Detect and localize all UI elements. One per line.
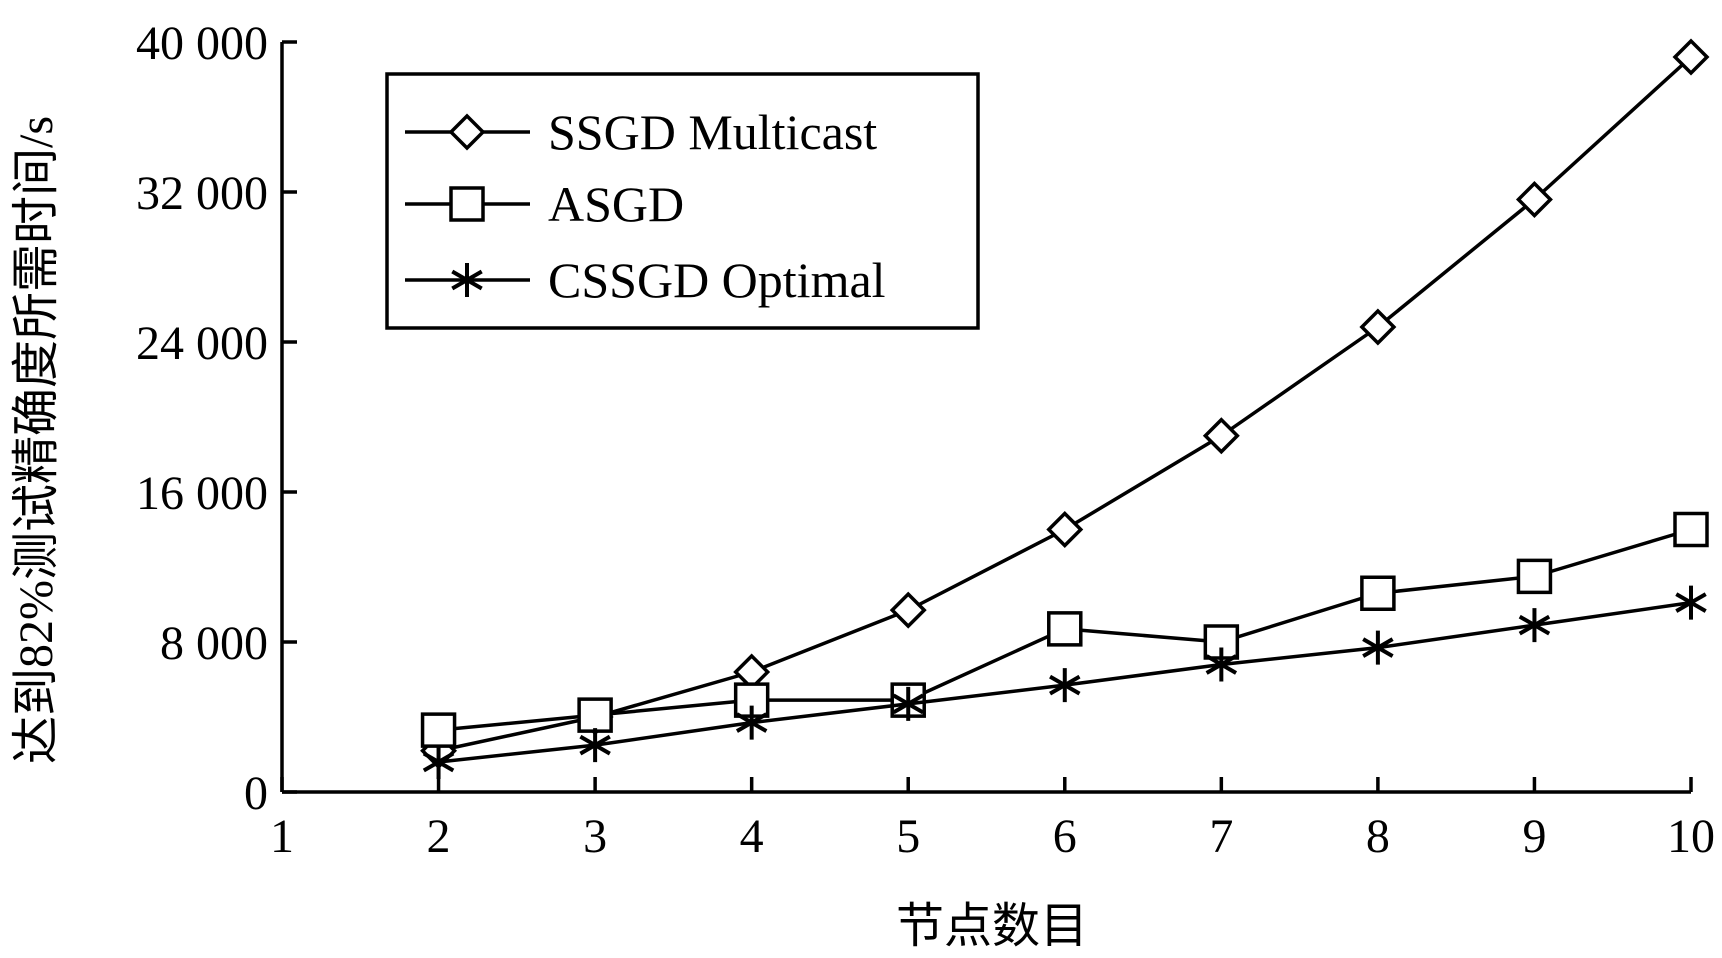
data-point [423,714,455,746]
data-point [1518,560,1550,592]
y-tick-label: 24 000 [136,317,268,370]
x-tick-label: 7 [1209,810,1233,863]
x-tick-label: 6 [1053,810,1077,863]
y-tick-label: 32 000 [136,167,268,220]
y-tick-label: 16 000 [136,467,268,520]
data-point [1362,577,1394,609]
y-axis-title: 达到82%测试精确度所需时间/s [10,116,63,764]
data-point [892,594,924,626]
legend-marker [451,188,483,220]
x-axis-title: 节点数目 [896,900,1088,953]
y-tick-label: 40 000 [136,17,268,70]
legend-label: SSGD Multicast [548,104,877,160]
legend-label: ASGD [548,176,684,232]
y-tick-label: 0 [244,767,268,820]
legend-label: CSSGD Optimal [548,252,886,308]
x-tick-label: 9 [1522,810,1546,863]
data-point [1049,613,1081,645]
x-tick-label: 3 [583,810,607,863]
x-tick-label: 2 [427,810,451,863]
line-chart: 1 2 3 4 5 6 7 8 9 10 0 8 000 16 000 24 000 32 000 40 00… [0,0,1722,958]
x-tick-label: 1 [270,810,294,863]
x-tick-label: 5 [896,810,920,863]
data-point [1675,514,1707,546]
x-tick-label: 8 [1366,810,1390,863]
data-point [1049,514,1081,546]
legend: SSGD Multicast ASGD CSSGD Optimal [387,74,978,328]
x-tick-label: 10 [1667,810,1715,863]
y-tick-label: 8 000 [160,617,268,670]
data-point [1205,420,1237,452]
data-point [579,699,611,731]
x-tick-label: 4 [740,810,764,863]
